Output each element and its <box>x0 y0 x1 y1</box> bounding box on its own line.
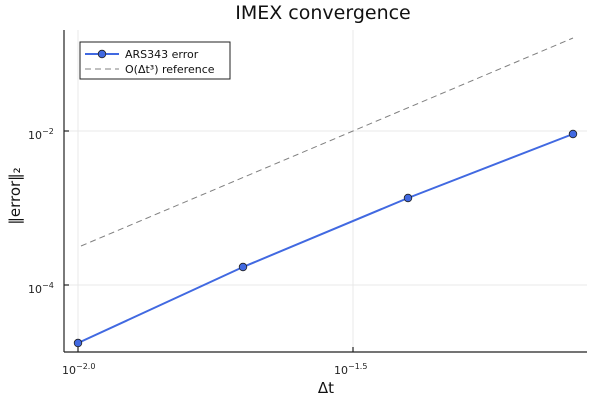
y-tick-label: 10−2 <box>28 127 54 142</box>
y-axis-label: ‖error‖₂ <box>6 167 24 224</box>
error-line <box>77 133 574 344</box>
legend: ARS343 error O(Δt³) reference <box>79 41 231 80</box>
y-tick-label: 10−4 <box>28 281 54 296</box>
chart-title: IMEX convergence <box>235 2 411 24</box>
x-tick-label: 10−1.5 <box>334 362 367 377</box>
x-tick-label: 10−2.0 <box>62 362 95 377</box>
x-axis-label: Δt <box>318 379 334 397</box>
grid <box>64 30 587 352</box>
reference-line <box>80 37 574 247</box>
legend-item: O(Δt³) reference <box>125 63 215 76</box>
legend-item: ARS343 error <box>125 48 199 61</box>
error-markers <box>73 129 578 348</box>
axes <box>63 30 587 353</box>
